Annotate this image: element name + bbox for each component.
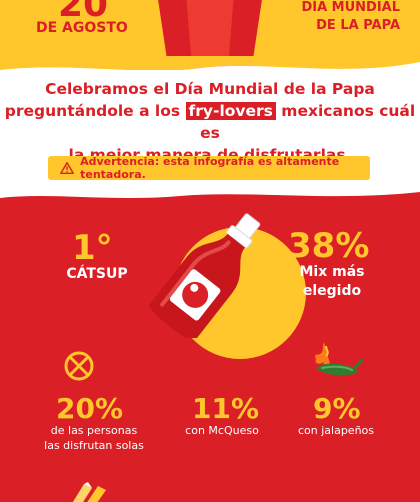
intro-highlight: fry-lovers bbox=[185, 102, 276, 120]
ketchup-bottle-icon bbox=[149, 213, 261, 338]
warning-text: Advertencia: esta infografía es altament… bbox=[80, 155, 340, 181]
stat-mcqueso-value: 11% bbox=[192, 392, 260, 425]
panel-wave bbox=[0, 192, 420, 198]
header-wave bbox=[0, 56, 420, 70]
day-title-line2: DE LA PAPA bbox=[316, 18, 400, 33]
top-percent-label-line2: elegido bbox=[302, 283, 362, 299]
top-percent-label-line1: Mix más bbox=[299, 264, 365, 280]
intro-line1: Celebramos el Día Mundial de la Papa bbox=[45, 80, 375, 98]
fries-illustration bbox=[72, 482, 106, 502]
warning-triangle-icon bbox=[60, 162, 74, 174]
date-text: DE AGOSTO bbox=[36, 20, 128, 36]
top-percent-value: 38% bbox=[288, 226, 370, 266]
intro-line2-post: mexicanos cuál es bbox=[200, 102, 416, 142]
stat-jalapeno-value: 9% bbox=[313, 392, 361, 425]
header-band: 20 DE AGOSTO DÍA MUNDIAL DE LA PAPA bbox=[0, 0, 420, 70]
jalapeno-icon bbox=[315, 342, 364, 376]
fries-box-highlight bbox=[186, 0, 234, 64]
day-title-line1: DÍA MUNDIAL bbox=[301, 0, 400, 15]
rank-label: CÁTSUP bbox=[66, 266, 128, 282]
intro-line2: preguntándole a los fry-lovers mexicanos… bbox=[0, 100, 420, 144]
stat-solo-label-line2: las disfrutan solas bbox=[44, 439, 144, 452]
stat-jalapeno-label: con jalapeños bbox=[297, 424, 375, 437]
stat-solo-label-line1: de las personas bbox=[50, 424, 138, 437]
date-number: 20 bbox=[58, 0, 109, 25]
intro-text: Celebramos el Día Mundial de la Papa pre… bbox=[0, 78, 420, 166]
intro-line2-pre: preguntándole a los bbox=[4, 102, 186, 120]
rank-value: 1° bbox=[72, 228, 113, 268]
warning-bar: Advertencia: esta infografía es altament… bbox=[48, 155, 370, 181]
cross-circle-icon bbox=[64, 351, 94, 381]
stat-mcqueso-label: con McQueso bbox=[185, 424, 259, 437]
stat-solo-value: 20% bbox=[56, 392, 124, 425]
